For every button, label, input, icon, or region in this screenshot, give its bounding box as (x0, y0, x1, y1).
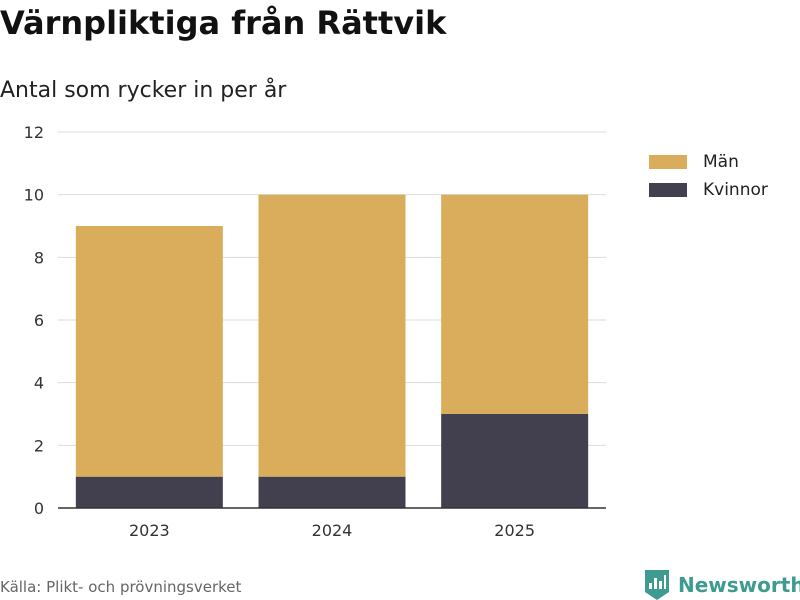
y-tick-label: 6 (34, 311, 44, 330)
chart-title: Värnpliktiga från Rättvik (0, 4, 447, 42)
y-tick-label: 12 (24, 123, 44, 142)
y-tick-label: 2 (34, 436, 44, 455)
legend-item-kvinnor: Kvinnor (649, 176, 768, 204)
bar-man-2023 (75, 226, 223, 477)
chart-subtitle: Antal som rycker in per år (0, 78, 287, 103)
bar-kvinnor-2025 (441, 414, 589, 508)
x-tick-label: 2023 (129, 521, 170, 540)
y-tick-label: 10 (24, 186, 44, 205)
x-tick-label: 2025 (494, 521, 535, 540)
bar-kvinnor-2024 (258, 476, 406, 508)
legend-swatch-kvinnor (649, 183, 687, 197)
bar-man-2024 (258, 194, 406, 477)
source-note: Källa: Plikt- och prövningsverket (0, 578, 242, 596)
legend-label-kvinnor: Kvinnor (703, 180, 768, 200)
brand-name: Newsworthy (678, 573, 800, 597)
brand: Newsworthy (645, 570, 800, 600)
legend-label-man: Män (703, 152, 739, 172)
y-tick-label: 0 (34, 499, 44, 518)
y-tick-label: 8 (34, 248, 44, 267)
y-tick-label: 4 (34, 374, 44, 393)
legend-swatch-man (649, 155, 687, 169)
newsworthy-logo-icon (645, 570, 669, 600)
bar-man-2025 (441, 194, 589, 414)
legend: Män Kvinnor (649, 148, 768, 204)
x-tick-label: 2024 (312, 521, 353, 540)
legend-item-man: Män (649, 148, 768, 176)
bar-kvinnor-2023 (75, 476, 223, 508)
